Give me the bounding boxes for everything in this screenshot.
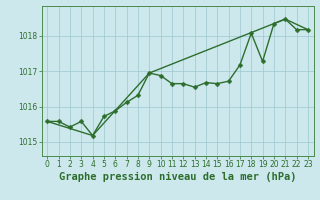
X-axis label: Graphe pression niveau de la mer (hPa): Graphe pression niveau de la mer (hPa) [59,172,296,182]
